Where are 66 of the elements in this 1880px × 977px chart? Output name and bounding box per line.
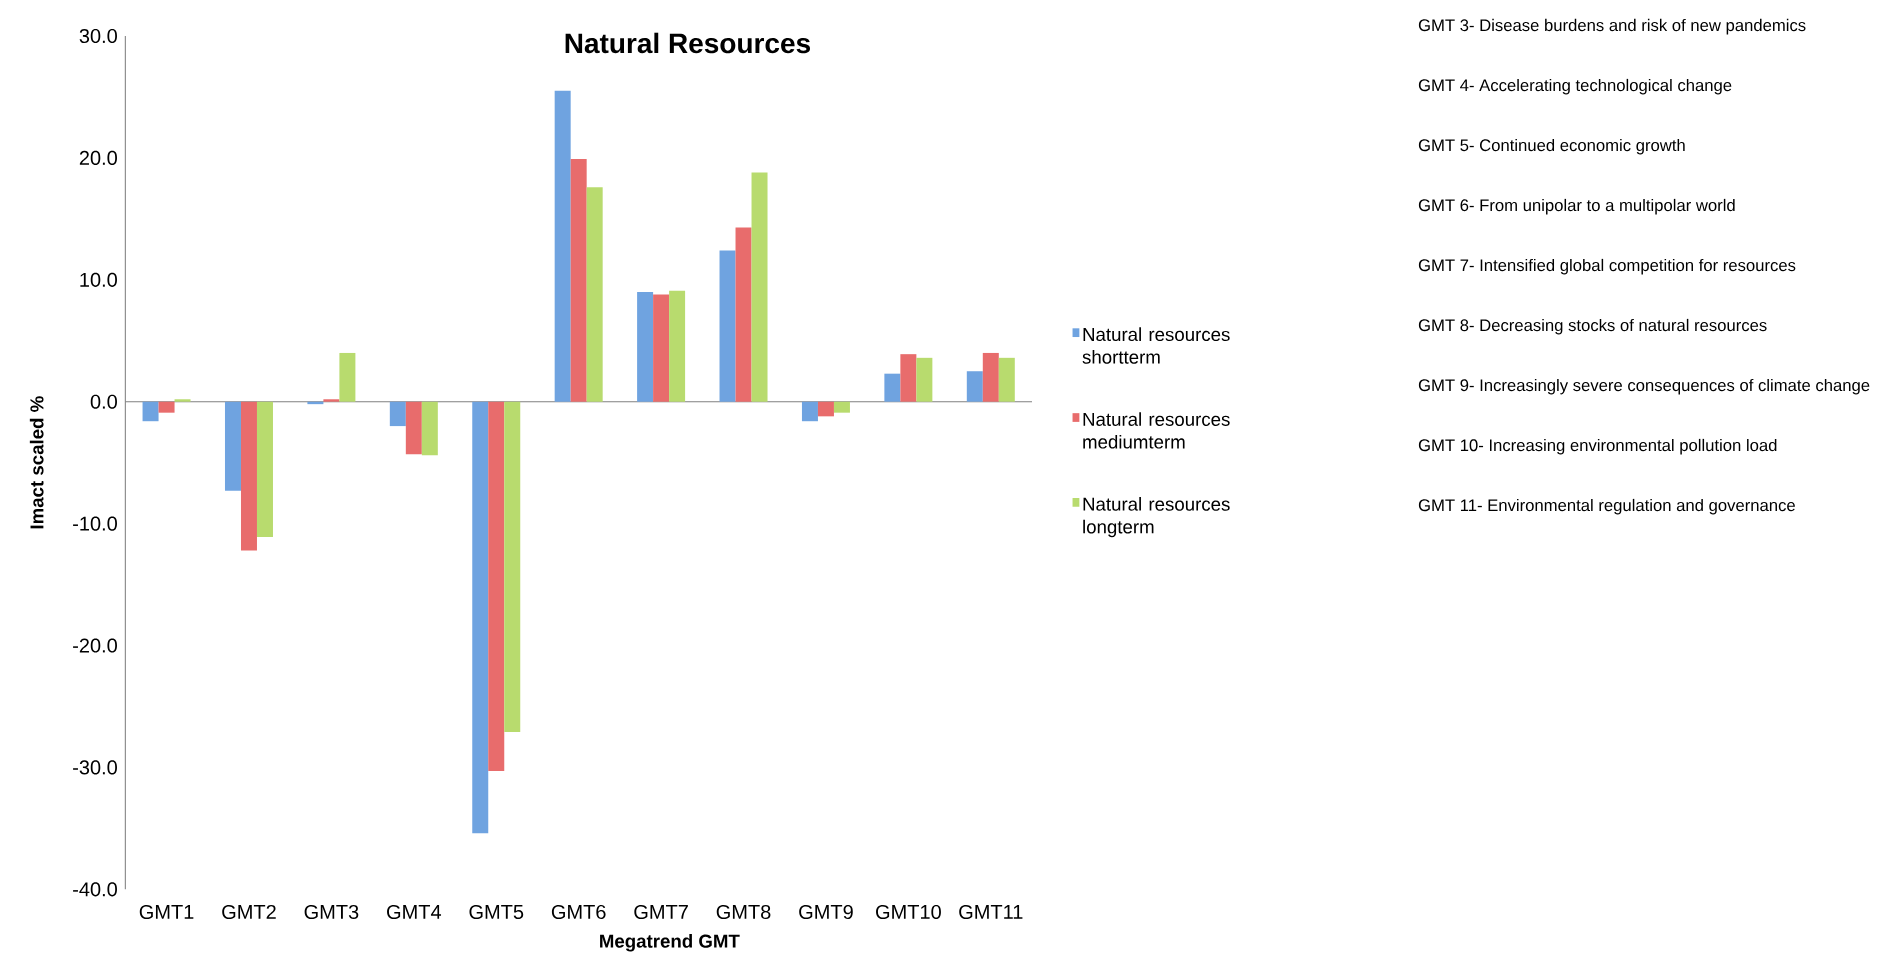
bar: [472, 401, 489, 834]
text: GMT 11- Environmental regulation and governance: [1418, 498, 1795, 515]
y-tick-label: -40.0: [73, 882, 117, 897]
y-axis-title: Imact scaled %: [29, 396, 44, 529]
x-tick-label: GMT4: [387, 904, 442, 919]
bar: [982, 352, 999, 402]
bar: [554, 90, 571, 402]
bar: [158, 401, 175, 413]
bar: [421, 401, 438, 456]
y-tick-label: -20.0: [73, 638, 117, 653]
bar: [801, 401, 818, 422]
bar: [637, 291, 654, 402]
bar: [735, 227, 752, 402]
x-tick-label: GMT11: [959, 904, 1023, 919]
bar: [653, 294, 670, 402]
legend-label: Natural resources shortterm: [1082, 327, 1230, 364]
bar: [751, 172, 768, 402]
y-tick-label: 20.0: [79, 150, 117, 165]
bar: [586, 187, 603, 402]
x-tick-label: GMT3: [304, 904, 359, 919]
text: GMT 6- From unipolar to a multipolar world: [1418, 198, 1735, 215]
text: GMT 3- Disease burdens and risk of new pandemics: [1418, 18, 1806, 35]
bar: [488, 401, 505, 771]
legend-label: Natural resources mediumterm: [1083, 412, 1230, 449]
y-tick-label: 0.0: [90, 394, 117, 409]
bar: [966, 371, 983, 402]
bar: [998, 357, 1015, 402]
x-tick-label: GMT6: [551, 904, 606, 919]
bar: [570, 158, 587, 402]
bar: [389, 401, 406, 426]
text: GMT 10- Increasing environmental pollution load: [1418, 438, 1777, 455]
bar: [323, 399, 340, 402]
bar: [916, 357, 933, 402]
chart-title: Natural Resources: [565, 32, 810, 54]
legend-label: Natural resources longterm: [1083, 496, 1230, 537]
text: GMT 5- Continued economic growth: [1418, 138, 1685, 155]
bar: [817, 401, 834, 417]
y-tick-label: 10.0: [80, 272, 117, 287]
x-axis-title: Megatrend GMT: [600, 933, 740, 952]
bar: [719, 250, 736, 402]
y-tick-label: -30.0: [73, 760, 117, 775]
bar: [240, 401, 257, 551]
bar: [339, 352, 356, 402]
text: GMT 8- Decreasing stocks of natural resources: [1418, 318, 1767, 335]
x-tick-label: GMT2: [222, 904, 276, 919]
text: GMT 9- Increasingly severe consequences of climate change: [1418, 378, 1870, 395]
bar: [884, 373, 901, 402]
x-tick-label: GMT5: [469, 904, 524, 919]
bar: [405, 401, 422, 454]
text: GMT 4- Accelerating technological change: [1418, 78, 1732, 95]
bar: [833, 401, 850, 413]
bar: [669, 290, 686, 402]
x-tick-label: GMT8: [716, 904, 771, 919]
bar: [142, 401, 159, 422]
x-tick-label: GMT1: [139, 904, 194, 919]
x-tick-label: GMT7: [634, 904, 688, 919]
bar: [900, 354, 917, 402]
bar: [174, 399, 191, 402]
text: GMT 7- Intensified global competition for resources: [1418, 258, 1796, 275]
bar: [504, 401, 521, 732]
bar: [224, 401, 241, 491]
y-tick-label: 30.0: [79, 28, 117, 43]
x-tick-label: GMT10: [876, 904, 941, 919]
bar: [256, 401, 273, 537]
x-tick-label: GMT9: [799, 904, 853, 919]
y-tick-label: -10.0: [73, 516, 117, 531]
